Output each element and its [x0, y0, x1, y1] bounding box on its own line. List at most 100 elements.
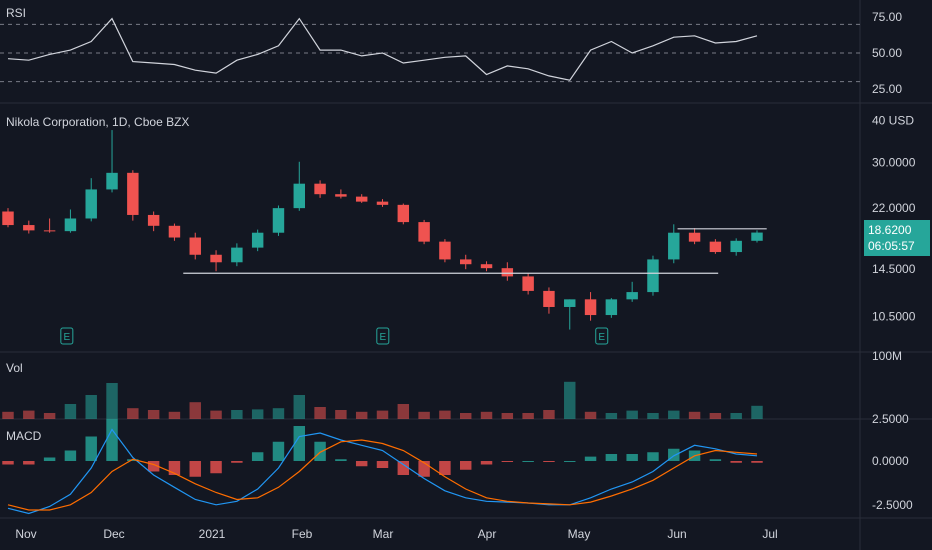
- macd-histogram-bar: [647, 452, 659, 461]
- volume-bar: [584, 411, 597, 419]
- x-axis-label: Mar: [373, 527, 394, 541]
- macd-histogram-bar: [314, 441, 326, 461]
- volume-bar: [106, 383, 118, 419]
- volume-bar: [43, 413, 56, 419]
- earnings-marker: E: [595, 327, 609, 345]
- candle-body: [43, 230, 56, 232]
- rsi-tick-label: 75.00: [872, 10, 902, 24]
- macd-histogram-bar: [272, 441, 285, 461]
- earnings-marker-box: [376, 327, 390, 345]
- macd-histogram-bar: [64, 450, 77, 461]
- volume-bar: [231, 410, 243, 419]
- volume-bar: [647, 413, 659, 419]
- volume-bar: [730, 413, 742, 419]
- earnings-marker-text: E: [63, 332, 70, 343]
- macd-histogram-bar: [189, 461, 201, 477]
- volume-bar: [23, 410, 35, 419]
- macd-tick-label: -2.5000: [872, 498, 913, 512]
- volume-tick-label: 2.5000: [872, 412, 909, 426]
- volume-bar: [418, 411, 430, 419]
- macd-tick-label: 0.0000: [872, 454, 909, 468]
- candle-body: [147, 214, 160, 226]
- macd-histogram-bar: [127, 459, 139, 461]
- x-axis-label: Nov: [15, 527, 36, 541]
- candle-body: [460, 259, 472, 265]
- volume-bar: [85, 395, 97, 419]
- volume-bar: [605, 413, 618, 419]
- candle-body: [251, 232, 264, 248]
- rsi-tick-label: 50.00: [872, 46, 902, 60]
- earnings-marker-text: E: [598, 332, 605, 343]
- macd-histogram-bar: [231, 461, 243, 463]
- volume-bar: [397, 404, 410, 419]
- volume-bar: [564, 381, 576, 419]
- x-axis-label: Feb: [292, 527, 313, 541]
- earnings-marker: E: [60, 327, 74, 345]
- candle-body: [355, 196, 368, 202]
- macd-histogram-bar: [376, 461, 389, 468]
- candle-body: [272, 208, 285, 233]
- volume-bar: [293, 395, 305, 419]
- macd-histogram-bar: [522, 461, 534, 462]
- volume-bar: [522, 413, 534, 419]
- candle-body: [293, 183, 305, 209]
- candle-body: [189, 237, 201, 255]
- candle-body: [439, 241, 451, 260]
- candle-body: [85, 189, 97, 219]
- x-axis-label: Dec: [103, 527, 124, 541]
- x-axis-label: May: [568, 527, 591, 541]
- macd-line: [7, 428, 758, 515]
- volume-bar: [251, 409, 264, 419]
- last-price: 18.6200: [868, 223, 912, 237]
- volume-bar: [439, 410, 451, 419]
- candle-body: [626, 292, 638, 300]
- candle-body: [376, 201, 389, 205]
- macd-histogram-bar: [43, 457, 56, 461]
- candle-body: [335, 194, 347, 197]
- candle-body: [688, 232, 701, 242]
- macd-histogram-bar: [397, 461, 410, 475]
- volume-bar: [147, 410, 160, 419]
- rsi-label: RSI: [6, 6, 26, 20]
- last-price-tag: 18.6200 06:05:57: [864, 220, 930, 256]
- x-axis-label: 2021: [199, 527, 226, 541]
- macd-histogram-bar: [501, 461, 514, 462]
- candle-body: [127, 172, 139, 215]
- earnings-marker-box: [60, 327, 74, 345]
- price-title: Nikola Corporation, 1D, Cboe BZX: [6, 115, 189, 129]
- volume-bar: [626, 410, 638, 419]
- macd-histogram-bar: [335, 459, 347, 461]
- price-tick-label: 10.5000: [872, 309, 916, 323]
- volume-bar: [335, 410, 347, 419]
- macd-histogram-bar: [168, 461, 181, 475]
- earnings-marker-box: [595, 327, 609, 345]
- macd-histogram-bar: [709, 459, 722, 461]
- macd-histogram-bar: [605, 454, 618, 461]
- candle-body: [23, 225, 35, 231]
- macd-histogram-bar: [147, 461, 160, 472]
- volume-bar: [543, 410, 555, 419]
- volume-bar: [210, 410, 222, 419]
- volume-bar: [127, 408, 139, 419]
- volume-label: Vol: [6, 361, 23, 375]
- macd-histogram-bar: [480, 461, 493, 465]
- macd-histogram-bar: [439, 461, 451, 475]
- macd-histogram-bar: [85, 436, 97, 461]
- earnings-marker-text: E: [379, 332, 386, 343]
- candle-body: [564, 299, 576, 307]
- macd-histogram-bar: [2, 461, 14, 465]
- candle-body: [106, 172, 118, 190]
- rsi-line: [7, 17, 758, 81]
- candle-body: [605, 299, 618, 316]
- price-tick-label: 22.0000: [872, 201, 916, 215]
- x-axis-label: Jul: [762, 527, 777, 541]
- volume-bar: [460, 413, 472, 419]
- signal-line: [7, 439, 758, 511]
- volume-bar: [376, 410, 389, 419]
- earnings-marker: E: [376, 327, 390, 345]
- macd-histogram-bar: [668, 448, 680, 461]
- candle-body: [231, 247, 243, 263]
- macd-histogram-bar: [564, 461, 576, 462]
- volume-bar: [709, 413, 722, 419]
